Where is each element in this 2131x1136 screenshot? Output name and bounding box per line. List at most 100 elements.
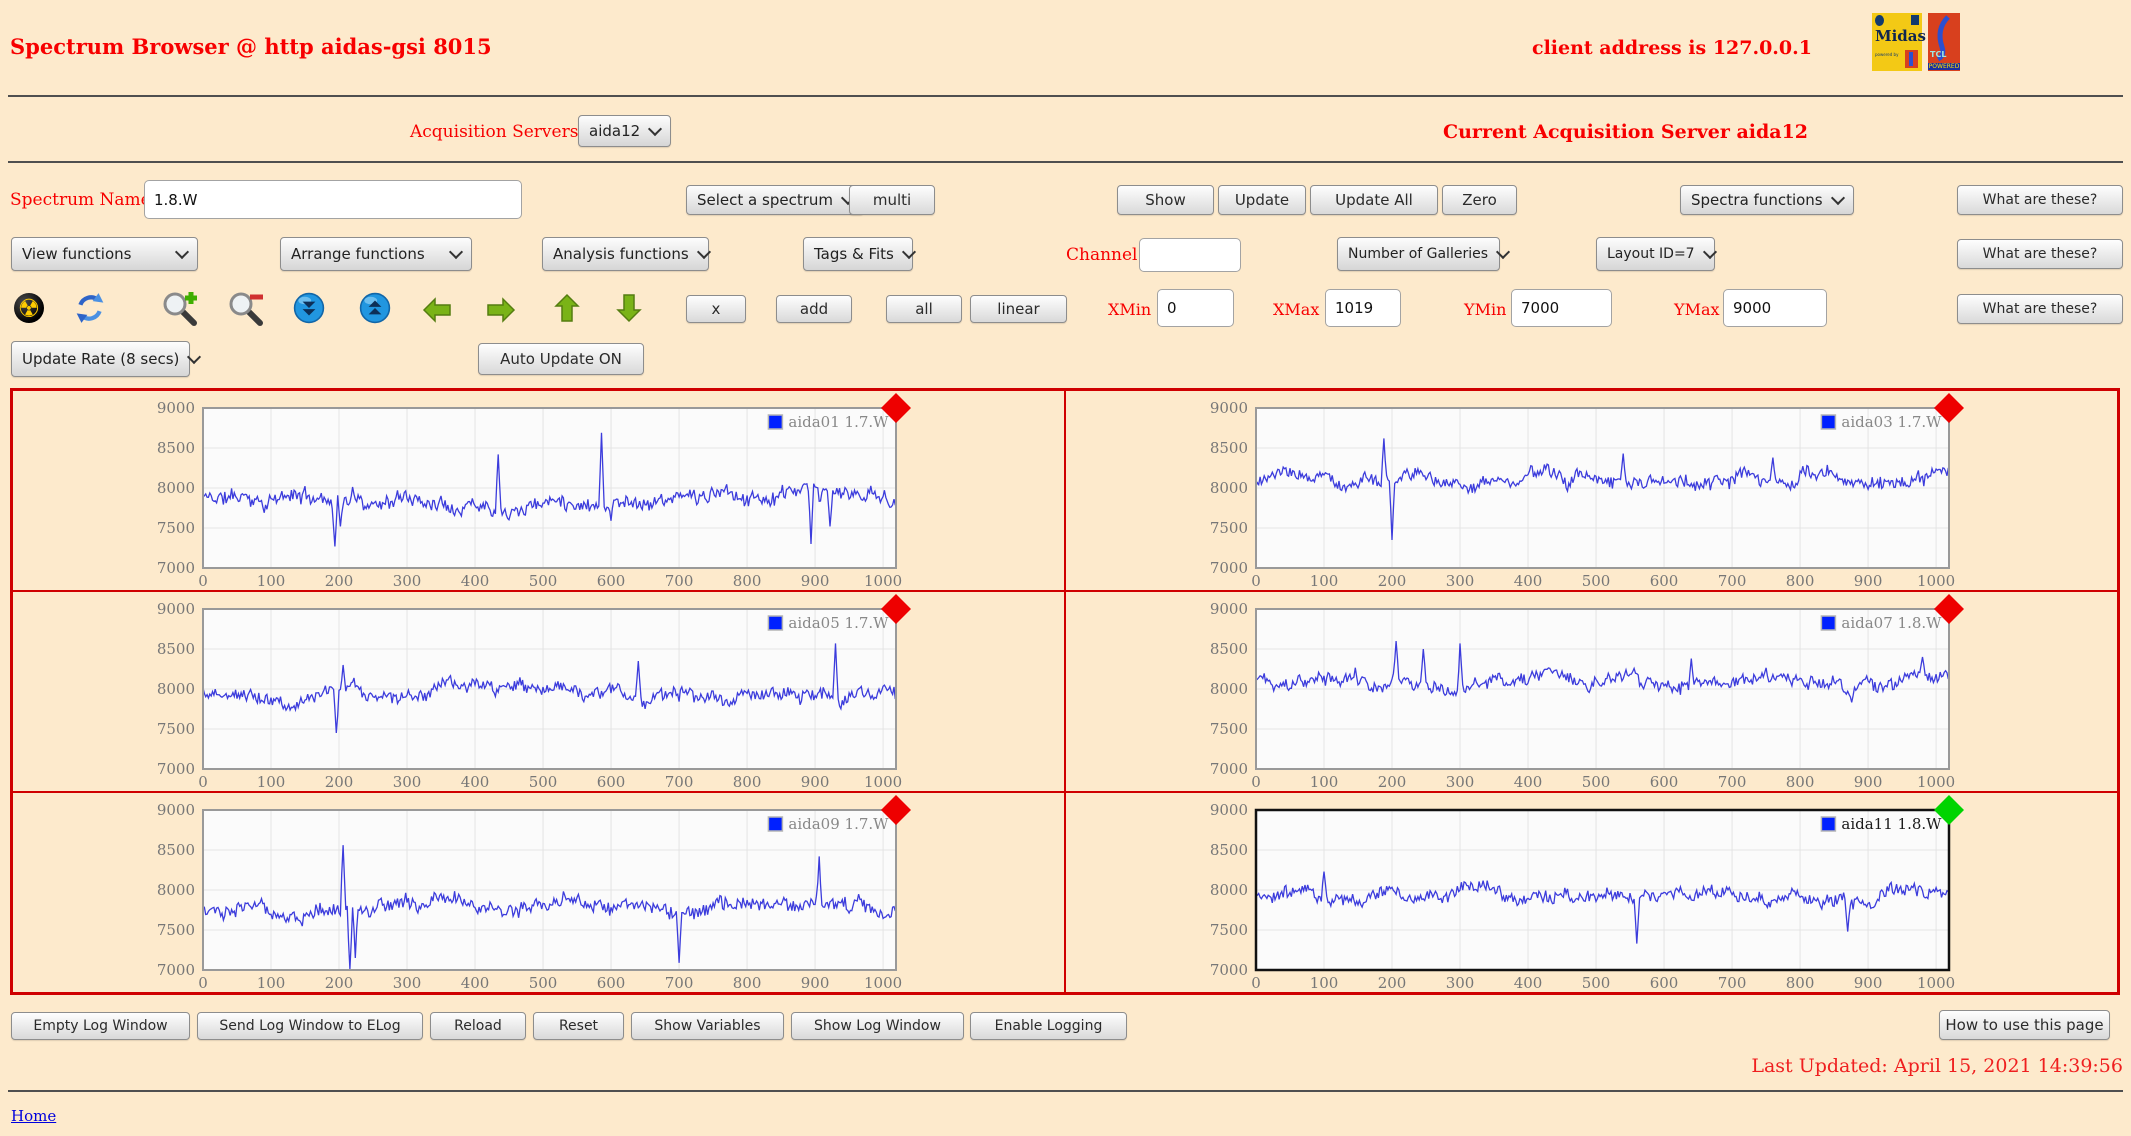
arrow-right-icon[interactable] bbox=[484, 293, 518, 327]
xmin-input[interactable] bbox=[1157, 289, 1234, 327]
svg-text:100: 100 bbox=[1310, 773, 1339, 791]
svg-text:200: 200 bbox=[325, 773, 354, 791]
update-all-button[interactable]: Update All bbox=[1310, 185, 1438, 215]
svg-text:aida09 1.7.W: aida09 1.7.W bbox=[788, 815, 889, 833]
xmax-input[interactable] bbox=[1325, 289, 1401, 327]
current-server-label: Current Acquisition Server aida12 bbox=[1443, 121, 1809, 143]
how-to-use-button[interactable]: How to use this page bbox=[1939, 1010, 2110, 1040]
svg-text:aida05 1.7.W: aida05 1.7.W bbox=[788, 614, 889, 632]
analysis-functions-dropdown[interactable]: Analysis functions bbox=[542, 237, 711, 271]
svg-text:300: 300 bbox=[393, 572, 422, 590]
chevron-down-icon bbox=[187, 349, 202, 365]
svg-text:8500: 8500 bbox=[157, 841, 195, 859]
svg-text:8500: 8500 bbox=[1210, 640, 1248, 658]
spectra-functions-value: Spectra functions bbox=[1691, 191, 1823, 209]
layout-id-dropdown[interactable]: Layout ID=7 bbox=[1596, 237, 1717, 271]
svg-text:0: 0 bbox=[1251, 974, 1261, 992]
gallery-cell[interactable]: 7000 7500 8000 8500 9000 0 100 200 300 400 500 600 7… bbox=[1065, 591, 2118, 792]
x-button[interactable]: x bbox=[686, 295, 746, 323]
svg-text:900: 900 bbox=[1854, 974, 1883, 992]
svg-text:700: 700 bbox=[1718, 773, 1747, 791]
svg-text:500: 500 bbox=[1582, 572, 1611, 590]
gallery-cell[interactable]: 7000 7500 8000 8500 9000 0 100 200 300 400 500 600 7… bbox=[1065, 792, 2118, 993]
update-rate-dropdown[interactable]: Update Rate (8 secs) bbox=[11, 341, 202, 377]
reset-button[interactable]: Reset bbox=[533, 1012, 624, 1040]
svg-text:800: 800 bbox=[1786, 974, 1815, 992]
tags-fits-dropdown[interactable]: Tags & Fits bbox=[803, 237, 916, 271]
what-are-these-button-1[interactable]: What are these? bbox=[1957, 185, 2123, 215]
scroll-up-icon[interactable] bbox=[358, 291, 392, 325]
chevron-down-icon bbox=[901, 244, 916, 260]
svg-text:600: 600 bbox=[1650, 572, 1679, 590]
svg-text:0: 0 bbox=[1251, 773, 1261, 791]
svg-text:0: 0 bbox=[198, 974, 208, 992]
svg-text:900: 900 bbox=[1854, 572, 1883, 590]
view-functions-dropdown[interactable]: View functions bbox=[11, 237, 198, 271]
enable-logging-button[interactable]: Enable Logging bbox=[970, 1012, 1127, 1040]
all-button[interactable]: all bbox=[886, 295, 962, 323]
gallery-cell[interactable]: 7000 7500 8000 8500 9000 0 100 200 300 400 500 600 7… bbox=[1065, 390, 2118, 591]
spectrum-plot: 7000 7500 8000 8500 9000 0 100 200 300 400 500 600 7… bbox=[143, 793, 923, 997]
radiation-icon[interactable]: ☢ bbox=[12, 291, 46, 325]
zoom-out-icon[interactable] bbox=[226, 289, 266, 329]
number-of-galleries-dropdown[interactable]: Number of Galleries bbox=[1337, 237, 1511, 271]
svg-text:9000: 9000 bbox=[1210, 801, 1248, 819]
reload-button[interactable]: Reload bbox=[430, 1012, 526, 1040]
svg-text:7000: 7000 bbox=[1210, 760, 1248, 778]
svg-text:300: 300 bbox=[1446, 572, 1475, 590]
update-rate-value: Update Rate (8 secs) bbox=[22, 350, 180, 368]
spectra-functions-dropdown[interactable]: Spectra functions bbox=[1680, 185, 1854, 215]
svg-text:700: 700 bbox=[1718, 572, 1747, 590]
show-log-window-button[interactable]: Show Log Window bbox=[791, 1012, 964, 1040]
zero-button[interactable]: Zero bbox=[1442, 185, 1517, 215]
zoom-in-icon[interactable] bbox=[160, 289, 200, 329]
refresh-icon[interactable] bbox=[73, 291, 107, 325]
svg-text:700: 700 bbox=[665, 974, 694, 992]
arrow-left-icon[interactable] bbox=[420, 293, 454, 327]
analysis-functions-value: Analysis functions bbox=[553, 245, 689, 263]
gallery-cell[interactable]: 7000 7500 8000 8500 9000 0 100 200 300 400 500 600 7… bbox=[12, 792, 1065, 993]
page-title: Spectrum Browser @ http aidas-gsi 8015 bbox=[10, 34, 492, 59]
ymax-input[interactable] bbox=[1723, 289, 1827, 327]
show-variables-button[interactable]: Show Variables bbox=[631, 1012, 784, 1040]
svg-text:600: 600 bbox=[1650, 974, 1679, 992]
show-button[interactable]: Show bbox=[1117, 185, 1214, 215]
what-are-these-button-3[interactable]: What are these? bbox=[1957, 294, 2123, 324]
multi-button[interactable]: multi bbox=[849, 185, 935, 215]
arrow-down-icon[interactable] bbox=[612, 291, 646, 325]
channel-input[interactable] bbox=[1139, 238, 1241, 272]
svg-text:9000: 9000 bbox=[1210, 600, 1248, 618]
auto-update-button[interactable]: Auto Update ON bbox=[478, 343, 644, 375]
svg-text:200: 200 bbox=[1378, 773, 1407, 791]
gallery-cell[interactable]: 7000 7500 8000 8500 9000 0 100 200 300 400 500 600 7… bbox=[12, 390, 1065, 591]
home-link[interactable]: Home bbox=[11, 1107, 57, 1125]
svg-text:600: 600 bbox=[597, 974, 626, 992]
svg-text:7500: 7500 bbox=[1210, 720, 1248, 738]
acquisition-server-select[interactable]: aida12 bbox=[578, 115, 672, 147]
add-button[interactable]: add bbox=[776, 295, 852, 323]
ymin-label: YMin bbox=[1464, 300, 1507, 319]
svg-text:100: 100 bbox=[257, 974, 286, 992]
linear-button[interactable]: linear bbox=[970, 295, 1067, 323]
scroll-down-icon[interactable] bbox=[292, 291, 326, 325]
arrange-functions-dropdown[interactable]: Arrange functions bbox=[280, 237, 472, 271]
spectrum-name-input[interactable] bbox=[144, 180, 522, 219]
select-spectrum-dropdown[interactable]: Select a spectrum bbox=[686, 185, 864, 215]
last-updated-text: Last Updated: April 15, 2021 14:39:56 bbox=[1751, 1055, 2123, 1077]
send-log-to-elog-button[interactable]: Send Log Window to ELog bbox=[197, 1012, 423, 1040]
midas-logo[interactable]: Midas powered by bbox=[1872, 13, 1926, 71]
tcl-powered-logo[interactable]: TCL POWERED bbox=[1928, 13, 1960, 71]
svg-text:7500: 7500 bbox=[157, 720, 195, 738]
arrow-up-icon[interactable] bbox=[550, 291, 584, 325]
svg-text:8500: 8500 bbox=[1210, 841, 1248, 859]
chevron-down-icon bbox=[1495, 244, 1511, 260]
what-are-these-button-2[interactable]: What are these? bbox=[1957, 239, 2123, 269]
tags-fits-value: Tags & Fits bbox=[814, 245, 894, 263]
update-button[interactable]: Update bbox=[1218, 185, 1306, 215]
svg-text:700: 700 bbox=[665, 572, 694, 590]
empty-log-window-button[interactable]: Empty Log Window bbox=[11, 1012, 190, 1040]
ymin-input[interactable] bbox=[1511, 289, 1612, 327]
svg-text:100: 100 bbox=[257, 572, 286, 590]
gallery-cell[interactable]: 7000 7500 8000 8500 9000 0 100 200 300 400 500 600 7… bbox=[12, 591, 1065, 792]
svg-text:800: 800 bbox=[733, 974, 762, 992]
